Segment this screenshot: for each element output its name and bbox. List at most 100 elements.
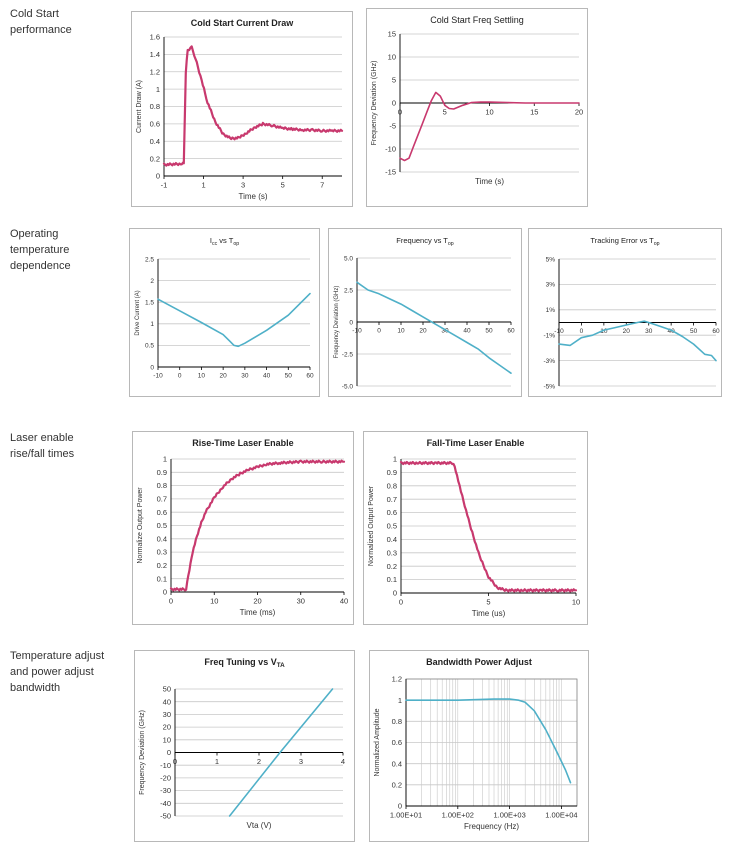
y-tick-label: -10 bbox=[385, 145, 396, 154]
y-tick-label: -10 bbox=[160, 761, 171, 770]
y-tick-label: 5.0 bbox=[344, 255, 353, 262]
y-tick-label: 0.2 bbox=[387, 562, 397, 571]
y-tick-label: 1% bbox=[546, 307, 556, 314]
x-tick-label: 40 bbox=[340, 597, 348, 606]
x-tick-label: 10 bbox=[572, 598, 580, 607]
x-tick-label: 3 bbox=[299, 757, 303, 766]
y-tick-label: 0 bbox=[167, 748, 171, 757]
y-tick-label: 0.8 bbox=[392, 717, 402, 726]
x-tick-label: 0 bbox=[398, 108, 402, 117]
y-tick-label: 0.5 bbox=[145, 343, 154, 350]
y-tick-label: 1 bbox=[398, 696, 402, 705]
y-tick-label: 0.4 bbox=[392, 759, 402, 768]
x-tick-label: 40 bbox=[463, 328, 471, 335]
x-tick-label: 7 bbox=[320, 181, 324, 190]
series-line bbox=[157, 292, 311, 348]
y-tick-label: -2.5 bbox=[342, 351, 354, 358]
x-tick-label: 50 bbox=[285, 373, 293, 380]
y-tick-label: 0.4 bbox=[150, 137, 160, 146]
y-tick-label: -5.0 bbox=[342, 383, 354, 390]
x-tick-label: 1.00E+03 bbox=[493, 811, 525, 820]
x-axis-label: Frequency (Hz) bbox=[464, 822, 519, 831]
y-tick-label: 0.7 bbox=[387, 495, 397, 504]
chart-title: Fall-Time Laser Enable bbox=[427, 438, 525, 448]
chart-cold-start-freq: Cold Start Freq Settling -15 -10 -5 0 5 10 15 0 5… bbox=[366, 8, 588, 207]
chart-svg: Tracking Error vs Top -5% -3% -1% 1% 3% 5% -10 0… bbox=[543, 236, 720, 390]
y-tick-label: 1.5 bbox=[145, 299, 154, 306]
y-tick-label: 0.7 bbox=[157, 495, 167, 504]
y-tick-label: 10 bbox=[388, 53, 396, 62]
y-tick-label: 0.3 bbox=[387, 548, 397, 557]
y-tick-label: 5% bbox=[546, 256, 556, 263]
chart-title: Tracking Error vs Top bbox=[590, 236, 659, 247]
y-tick-label: 0.1 bbox=[387, 575, 397, 584]
x-axis-label: Time (s) bbox=[475, 177, 504, 186]
chart-svg: Rise-Time Laser Enable 0 0.1 0.2 0.3 0.4 0.5 0.… bbox=[137, 438, 348, 617]
y-tick-label: 0.4 bbox=[157, 534, 167, 543]
y-tick-label: 0 bbox=[156, 172, 160, 181]
chart-rise-time: Rise-Time Laser Enable 0 0.1 0.2 0.3 0.4 0.5 0.… bbox=[132, 431, 354, 625]
y-tick-label: 0.8 bbox=[387, 481, 397, 490]
x-tick-label: 5 bbox=[281, 181, 285, 190]
y-tick-label: 0.6 bbox=[150, 120, 160, 129]
chart-tracking-error-vs-top: Tracking Error vs Top -5% -3% -1% 1% 3% 5% -10 0… bbox=[528, 228, 722, 397]
x-tick-label: 5 bbox=[443, 108, 447, 117]
y-tick-label: 0.6 bbox=[157, 508, 167, 517]
x-tick-label: 30 bbox=[441, 328, 449, 335]
x-tick-label: -10 bbox=[153, 373, 163, 380]
y-axis-label: Normalize Output Power bbox=[137, 487, 144, 564]
y-tick-label: 0.9 bbox=[387, 468, 397, 477]
chart-svg: Cold Start Current Draw 0 0.2 0.4 0.6 0.8 1 1.2… bbox=[136, 18, 344, 201]
chart-title: Cold Start Current Draw bbox=[191, 18, 295, 28]
x-tick-label: 30 bbox=[297, 597, 305, 606]
chart-title: Frequency vs Top bbox=[396, 236, 453, 247]
y-tick-label: 1 bbox=[156, 85, 160, 94]
x-tick-label: 1.00E+02 bbox=[442, 811, 474, 820]
x-tick-label: 15 bbox=[530, 108, 538, 117]
y-tick-label: -20 bbox=[160, 774, 171, 783]
series-line bbox=[399, 460, 578, 593]
x-axis-label: Time (us) bbox=[472, 609, 506, 618]
x-tick-label: 0 bbox=[377, 328, 381, 335]
y-tick-label: -40 bbox=[160, 799, 171, 808]
section-label-laser-enable: Laser enable rise/fall times bbox=[10, 432, 75, 460]
x-tick-label: 5 bbox=[486, 598, 490, 607]
x-tick-label: 10 bbox=[485, 108, 493, 117]
y-tick-label: -50 bbox=[160, 812, 171, 821]
chart-fall-time: Fall-Time Laser Enable 0 0.1 0.2 0.3 0.4 0.5 0.… bbox=[363, 431, 588, 625]
chart-frequency-vs-top: Frequency vs Top -5.0 -2.5 0 2.5 5.0 -10 0 10 20 3… bbox=[328, 228, 522, 397]
y-tick-label: -3% bbox=[543, 358, 555, 365]
y-tick-label: 15 bbox=[388, 30, 396, 39]
y-tick-label: 0 bbox=[349, 319, 353, 326]
chart-svg: Frequency vs Top -5.0 -2.5 0 2.5 5.0 -10 0 10 20 3… bbox=[334, 236, 515, 390]
y-tick-label: 10 bbox=[163, 735, 171, 744]
x-tick-label: 30 bbox=[241, 373, 249, 380]
x-tick-label: 1 bbox=[201, 181, 205, 190]
y-tick-label: 20 bbox=[163, 723, 171, 732]
y-tick-label: 0.1 bbox=[157, 574, 167, 583]
x-tick-label: 1 bbox=[215, 757, 219, 766]
chart-bandwidth-power: Bandwidth Power Adjust 0 0.2 0.4 0.6 0.8 1 1.2 1… bbox=[369, 650, 589, 842]
x-tick-label: 50 bbox=[485, 328, 493, 335]
x-tick-label: 50 bbox=[690, 328, 698, 335]
chart-cold-start-current: Cold Start Current Draw 0 0.2 0.4 0.6 0.8 1 1.2… bbox=[131, 11, 353, 207]
chart-svg: Icc vs Top 0 0.5 1 1.5 2 2.5 -10 0 10 20 30 40 50 60 Dr… bbox=[135, 236, 314, 380]
y-axis-label: Frequency Deviation (GHz) bbox=[139, 710, 146, 795]
y-tick-label: -5 bbox=[389, 122, 396, 131]
y-tick-label: -1% bbox=[543, 332, 555, 339]
y-tick-label: -15 bbox=[385, 168, 396, 177]
series-line bbox=[169, 459, 346, 592]
chart-icc-vs-top: Icc vs Top 0 0.5 1 1.5 2 2.5 -10 0 10 20 30 40 50 60 Dr… bbox=[129, 228, 320, 397]
y-tick-label: 0.6 bbox=[387, 508, 397, 517]
x-tick-label: 0 bbox=[399, 598, 403, 607]
x-tick-label: 10 bbox=[600, 328, 608, 335]
x-tick-label: -1 bbox=[161, 181, 168, 190]
y-tick-label: 30 bbox=[163, 710, 171, 719]
y-tick-label: 0.9 bbox=[157, 468, 167, 477]
x-tick-label: 10 bbox=[210, 597, 218, 606]
x-axis-label: Vta (V) bbox=[247, 821, 272, 830]
y-tick-label: 50 bbox=[163, 685, 171, 694]
y-tick-label: 0.4 bbox=[387, 535, 397, 544]
y-tick-label: 0.8 bbox=[157, 481, 167, 490]
x-tick-label: -10 bbox=[352, 328, 362, 335]
